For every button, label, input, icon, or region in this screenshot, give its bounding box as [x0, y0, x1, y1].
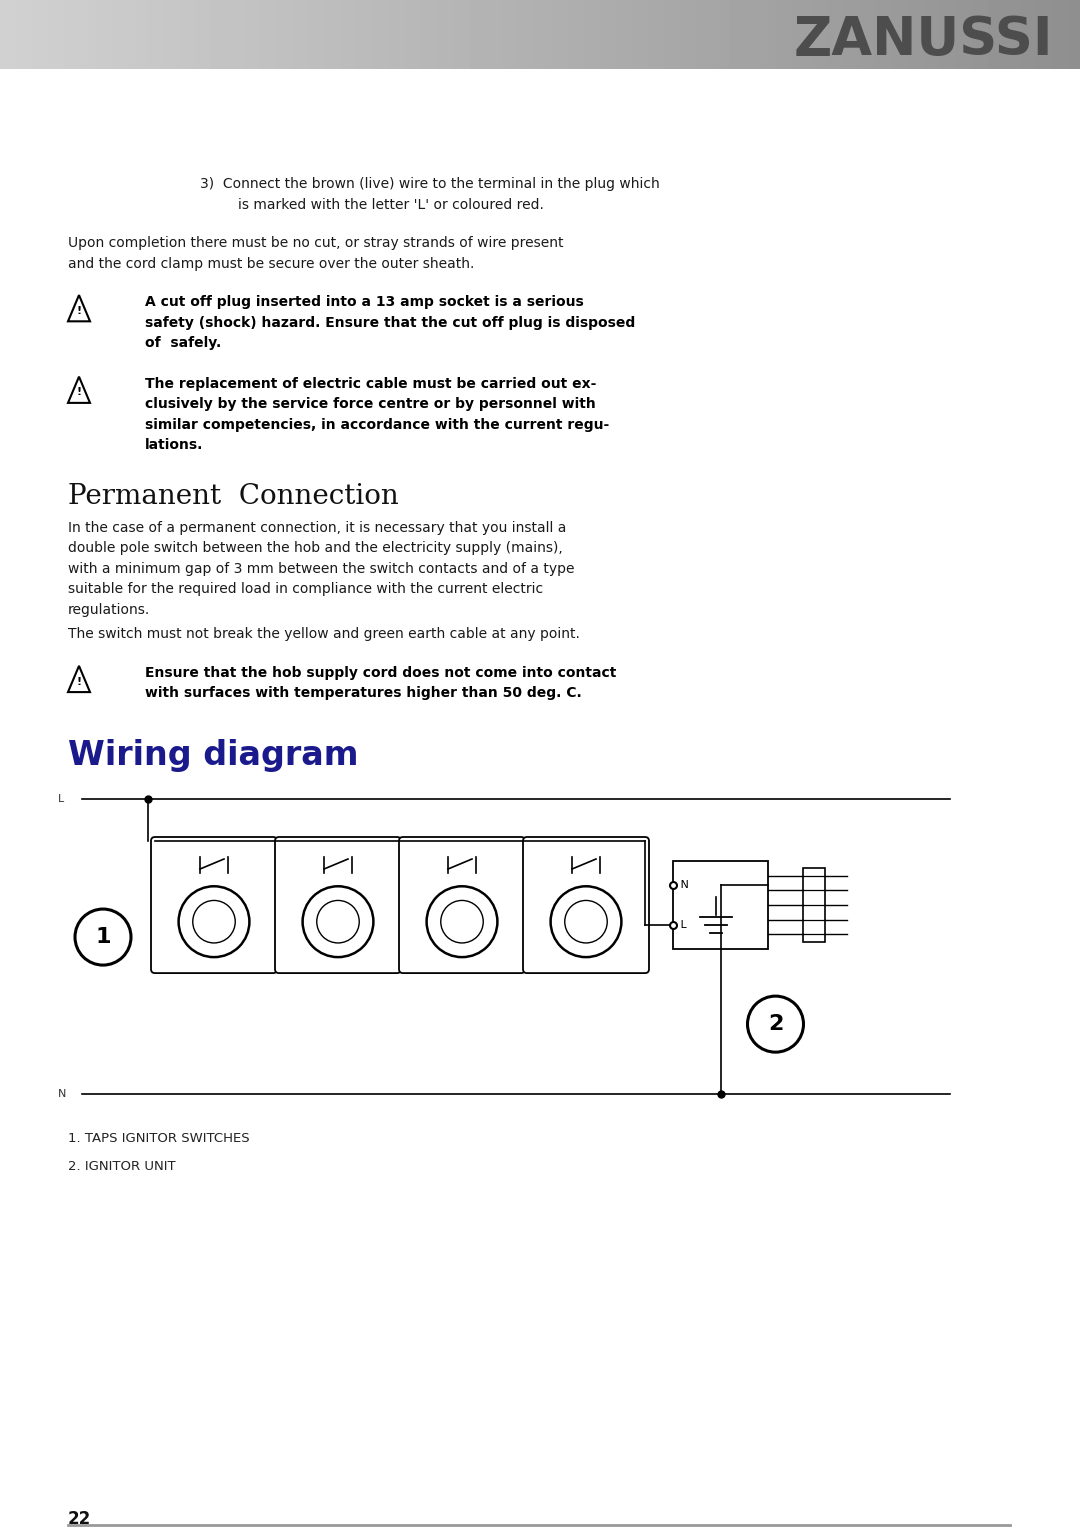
Text: 1. TAPS IGNITOR SWITCHES: 1. TAPS IGNITOR SWITCHES — [68, 1132, 249, 1146]
Text: of  safely.: of safely. — [145, 336, 221, 351]
Text: is marked with the letter 'L' or coloured red.: is marked with the letter 'L' or coloure… — [238, 198, 544, 211]
FancyBboxPatch shape — [523, 836, 649, 973]
Text: A cut off plug inserted into a 13 amp socket is a serious: A cut off plug inserted into a 13 amp so… — [145, 296, 584, 309]
Text: suitable for the required load in compliance with the current electric: suitable for the required load in compli… — [68, 582, 543, 596]
Bar — [804, 867, 825, 942]
Text: regulations.: regulations. — [68, 602, 150, 617]
Text: Wiring diagram: Wiring diagram — [68, 738, 359, 772]
Text: Ensure that the hob supply cord does not come into contact: Ensure that the hob supply cord does not… — [145, 666, 617, 680]
FancyBboxPatch shape — [275, 836, 401, 973]
Text: 22: 22 — [68, 1511, 91, 1527]
Text: ZANUSSI: ZANUSSI — [794, 14, 1053, 66]
Text: 3)  Connect the brown (live) wire to the terminal in the plug which: 3) Connect the brown (live) wire to the … — [200, 178, 660, 192]
Text: L: L — [677, 921, 687, 930]
Text: Permanent  Connection: Permanent Connection — [68, 483, 399, 510]
Text: similar competencies, in accordance with the current regu-: similar competencies, in accordance with… — [145, 418, 609, 432]
Text: N: N — [677, 879, 689, 890]
Text: Upon completion there must be no cut, or stray strands of wire present: Upon completion there must be no cut, or… — [68, 236, 564, 250]
Text: The switch must not break the yellow and green earth cable at any point.: The switch must not break the yellow and… — [68, 627, 580, 642]
Text: 1: 1 — [95, 927, 111, 947]
Text: safety (shock) hazard. Ensure that the cut off plug is disposed: safety (shock) hazard. Ensure that the c… — [145, 316, 635, 329]
Text: with surfaces with temperatures higher than 50 deg. C.: with surfaces with temperatures higher t… — [145, 686, 582, 700]
Text: In the case of a permanent connection, it is necessary that you install a: In the case of a permanent connection, i… — [68, 521, 566, 535]
FancyBboxPatch shape — [399, 836, 525, 973]
Text: double pole switch between the hob and the electricity supply (mains),: double pole switch between the hob and t… — [68, 541, 563, 555]
Text: and the cord clamp must be secure over the outer sheath.: and the cord clamp must be secure over t… — [68, 256, 474, 271]
Bar — [673, 861, 768, 950]
Text: The replacement of electric cable must be carried out ex-: The replacement of electric cable must b… — [145, 377, 596, 391]
Text: 2. IGNITOR UNIT: 2. IGNITOR UNIT — [68, 1160, 176, 1174]
Text: !: ! — [77, 306, 82, 316]
Text: with a minimum gap of 3 mm between the switch contacts and of a type: with a minimum gap of 3 mm between the s… — [68, 562, 575, 576]
Text: lations.: lations. — [145, 438, 203, 452]
Text: L: L — [58, 794, 64, 804]
Text: N: N — [58, 1089, 66, 1098]
Text: !: ! — [77, 677, 82, 686]
Text: !: ! — [77, 388, 82, 397]
FancyBboxPatch shape — [151, 836, 276, 973]
Text: clusively by the service force centre or by personnel with: clusively by the service force centre or… — [145, 397, 596, 411]
Text: 2: 2 — [768, 1014, 783, 1034]
